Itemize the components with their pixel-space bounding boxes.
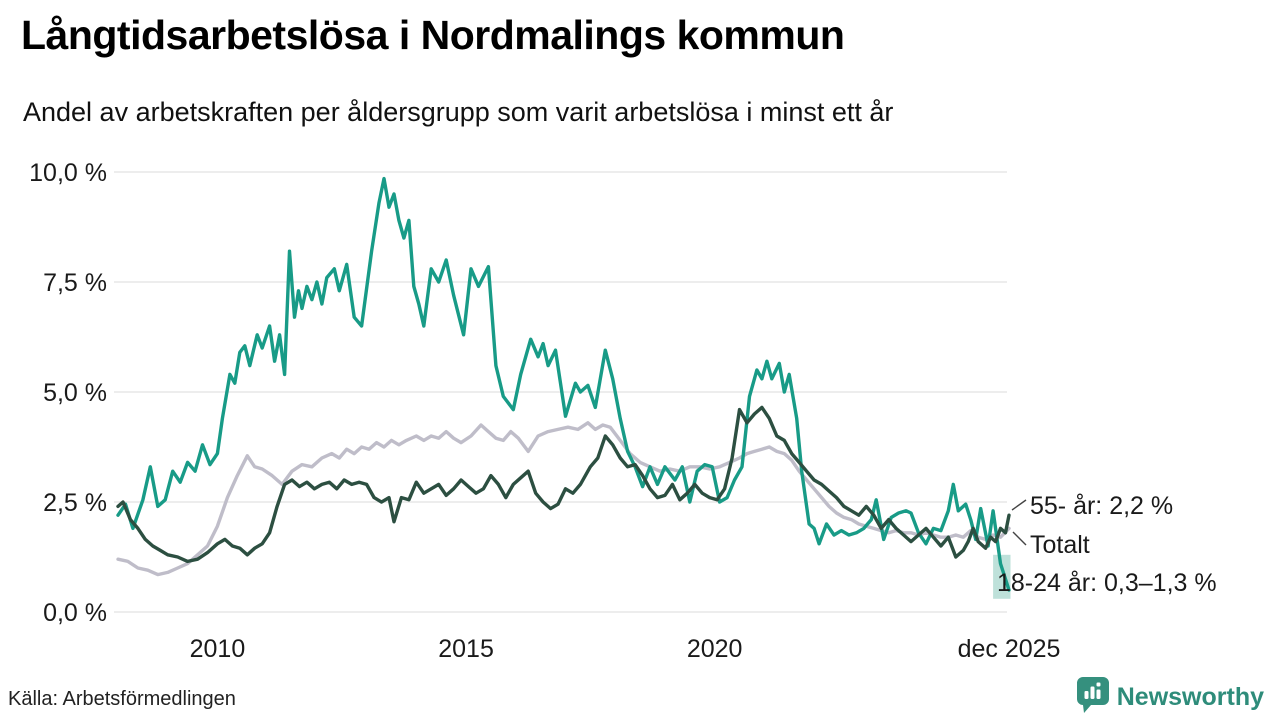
- y-tick-label: 0,0 %: [43, 599, 107, 627]
- brand-logo: Newsworthy: [1076, 676, 1264, 719]
- uncertainty-band: [993, 554, 1011, 599]
- page-subtitle: Andel av arbetskraften per åldersgrupp s…: [23, 97, 894, 127]
- x-tick-label: 2010: [190, 635, 246, 663]
- series-line-totalt: [116, 421, 1011, 577]
- annotation-leader: [1011, 499, 1027, 511]
- series-line-18-24-år: [116, 176, 1011, 592]
- annotation-55-år-2-2-: 55- år: 2,2 %: [1030, 492, 1173, 520]
- y-tick-label: 5,0 %: [43, 379, 107, 407]
- newsworthy-icon: [1076, 676, 1109, 719]
- source-attribution: Källa: Arbetsförmedlingen: [8, 688, 236, 710]
- series-line-55-år: [116, 405, 1011, 564]
- x-tick-label: 2020: [687, 635, 743, 663]
- y-tick-label: 7,5 %: [43, 269, 107, 297]
- brand-name: Newsworthy: [1116, 683, 1264, 711]
- annotation-totalt: Totalt: [1030, 531, 1090, 559]
- y-tick-label: 2,5 %: [43, 489, 107, 517]
- page-title: Långtidsarbetslösa i Nordmalings kommun: [21, 12, 845, 58]
- y-tick-label: 10,0 %: [29, 159, 107, 187]
- x-tick-label: 2015: [438, 635, 494, 663]
- annotation-leader: [1012, 531, 1027, 546]
- x-tick-label: dec 2025: [958, 635, 1061, 663]
- annotation-18-24-år-0-3-1-3-: 18-24 år: 0,3–1,3 %: [997, 569, 1217, 597]
